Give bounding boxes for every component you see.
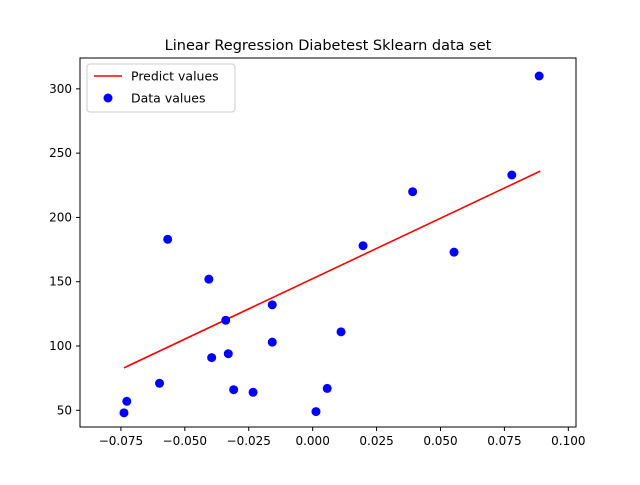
legend-box [86, 63, 236, 113]
y-tick-label: 200 [49, 210, 72, 224]
data-point [336, 327, 346, 337]
data-point [223, 349, 233, 359]
data-point [229, 385, 239, 395]
chart-title: Linear Regression Diabetest Sklearn data… [165, 38, 492, 54]
y-tick-label: 150 [49, 275, 72, 289]
data-point [408, 187, 418, 197]
x-tick-label: −0.050 [163, 434, 207, 448]
x-tick-label: −0.025 [227, 434, 271, 448]
data-point [163, 234, 173, 244]
y-tick-label: 50 [57, 403, 72, 417]
regression-line [123, 170, 541, 369]
y-tick-label: 300 [49, 82, 72, 96]
data-point [507, 170, 517, 180]
axes-frame [79, 57, 577, 428]
data-point [534, 71, 544, 81]
data-point [155, 378, 165, 388]
data-point [267, 337, 277, 347]
legend-marker-swatch [103, 93, 113, 103]
x-tick-label: 0.100 [551, 434, 585, 448]
y-tick-label: 100 [49, 339, 72, 353]
data-point [122, 396, 132, 406]
data-point [358, 241, 368, 251]
y-tick-label: 250 [49, 146, 72, 160]
legend-label: Predict values [131, 69, 219, 84]
data-point [204, 274, 214, 284]
data-point [207, 353, 217, 363]
legend: Predict values Data values [86, 63, 236, 113]
plot-area [119, 71, 544, 418]
data-point [311, 407, 321, 417]
data-point [221, 315, 231, 325]
data-point [322, 383, 332, 393]
x-tick-label: 0.050 [423, 434, 457, 448]
x-tick-label: 0.025 [359, 434, 393, 448]
x-tick-label: 0.000 [295, 434, 329, 448]
data-point [449, 247, 459, 257]
axes: −0.075 −0.050 −0.025 0.000 0.025 0.050 0.075 0.… [49, 57, 586, 448]
data-point [267, 300, 277, 310]
legend-label: Data values [131, 91, 205, 106]
data-point [119, 408, 129, 418]
data-point [248, 387, 258, 397]
x-tick-label: −0.075 [99, 434, 143, 448]
x-tick-label: 0.075 [487, 434, 521, 448]
